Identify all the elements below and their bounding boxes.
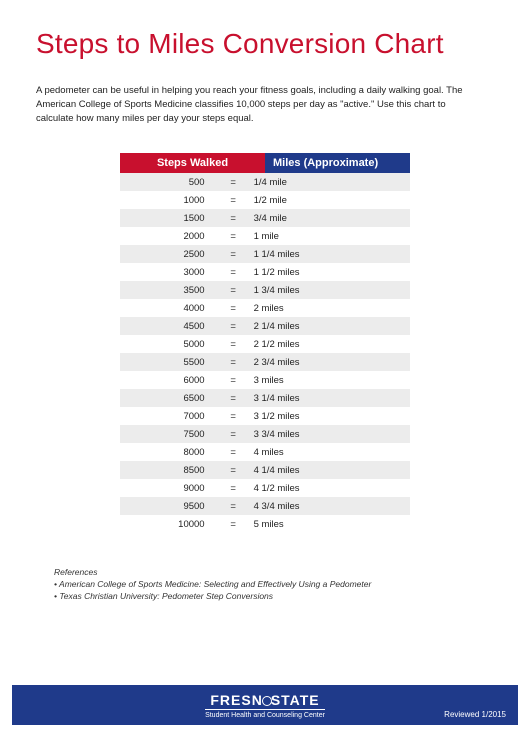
- cell-steps: 1000: [120, 195, 219, 206]
- cell-equals: =: [219, 393, 248, 404]
- cell-miles: 1/2 mile: [248, 195, 410, 206]
- cell-steps: 3000: [120, 267, 219, 278]
- reviewed-date: Reviewed 1/2015: [444, 710, 506, 719]
- cell-steps: 1500: [120, 213, 219, 224]
- table-row: 8000=4 miles: [120, 443, 410, 461]
- cell-equals: =: [219, 483, 248, 494]
- cell-miles: 3 3/4 miles: [248, 429, 410, 440]
- table-row: 10000=5 miles: [120, 515, 410, 533]
- references-title: References: [54, 567, 494, 579]
- cell-miles: 3 1/2 miles: [248, 411, 410, 422]
- intro-text: A pedometer can be useful in helping you…: [36, 84, 476, 125]
- cell-miles: 2 miles: [248, 303, 410, 314]
- table-row: 2500=1 1/4 miles: [120, 245, 410, 263]
- cell-equals: =: [219, 429, 248, 440]
- cell-steps: 7500: [120, 429, 219, 440]
- table-row: 1000=1/2 mile: [120, 191, 410, 209]
- cell-steps: 5000: [120, 339, 219, 350]
- cell-equals: =: [219, 303, 248, 314]
- footer: FRESN STATE Student Health and Counseling…: [0, 685, 530, 725]
- table-row: 5000=2 1/2 miles: [120, 335, 410, 353]
- cell-steps: 2500: [120, 249, 219, 260]
- cell-equals: =: [219, 177, 248, 188]
- cell-equals: =: [219, 465, 248, 476]
- table-row: 6000=3 miles: [120, 371, 410, 389]
- cell-steps: 4500: [120, 321, 219, 332]
- cell-equals: =: [219, 357, 248, 368]
- cell-steps: 6500: [120, 393, 219, 404]
- footer-bar: FRESN STATE Student Health and Counseling…: [12, 685, 518, 725]
- cell-miles: 2 1/2 miles: [248, 339, 410, 350]
- brand-right: STATE: [271, 692, 320, 708]
- cell-miles: 2 1/4 miles: [248, 321, 410, 332]
- cell-equals: =: [219, 501, 248, 512]
- table-row: 2000=1 mile: [120, 227, 410, 245]
- cell-miles: 3 1/4 miles: [248, 393, 410, 404]
- cell-equals: =: [219, 231, 248, 242]
- reference-item: • American College of Sports Medicine: S…: [54, 579, 494, 591]
- table-row: 4000=2 miles: [120, 299, 410, 317]
- cell-equals: =: [219, 339, 248, 350]
- cell-steps: 9000: [120, 483, 219, 494]
- table-row: 9500=4 3/4 miles: [120, 497, 410, 515]
- cell-steps: 8000: [120, 447, 219, 458]
- cell-equals: =: [219, 285, 248, 296]
- conversion-table: Steps Walked Miles (Approximate) 500=1/4…: [120, 153, 410, 533]
- cell-steps: 7000: [120, 411, 219, 422]
- cell-steps: 3500: [120, 285, 219, 296]
- cell-equals: =: [219, 195, 248, 206]
- cell-miles: 3/4 mile: [248, 213, 410, 224]
- table-row: 6500=3 1/4 miles: [120, 389, 410, 407]
- cell-miles: 2 3/4 miles: [248, 357, 410, 368]
- table-row: 4500=2 1/4 miles: [120, 317, 410, 335]
- page-title: Steps to Miles Conversion Chart: [36, 28, 494, 60]
- cell-steps: 9500: [120, 501, 219, 512]
- cell-equals: =: [219, 249, 248, 260]
- table-row: 3000=1 1/2 miles: [120, 263, 410, 281]
- brand-logo: FRESN STATE: [205, 692, 325, 708]
- cell-miles: 1 mile: [248, 231, 410, 242]
- cell-miles: 4 1/2 miles: [248, 483, 410, 494]
- cell-equals: =: [219, 519, 248, 530]
- cell-miles: 4 miles: [248, 447, 410, 458]
- cell-steps: 10000: [120, 519, 219, 530]
- cell-equals: =: [219, 411, 248, 422]
- cell-equals: =: [219, 321, 248, 332]
- cell-equals: =: [219, 267, 248, 278]
- brand-o-icon: [262, 696, 272, 706]
- table-row: 7000=3 1/2 miles: [120, 407, 410, 425]
- cell-steps: 6000: [120, 375, 219, 386]
- subbrand-text: Student Health and Counseling Center: [205, 709, 325, 719]
- cell-miles: 5 miles: [248, 519, 410, 530]
- cell-miles: 1 1/2 miles: [248, 267, 410, 278]
- cell-miles: 1 1/4 miles: [248, 249, 410, 260]
- cell-steps: 500: [120, 177, 219, 188]
- cell-miles: 1 3/4 miles: [248, 285, 410, 296]
- cell-steps: 8500: [120, 465, 219, 476]
- table-row: 9000=4 1/2 miles: [120, 479, 410, 497]
- cell-miles: 3 miles: [248, 375, 410, 386]
- table-row: 5500=2 3/4 miles: [120, 353, 410, 371]
- table-row: 3500=1 3/4 miles: [120, 281, 410, 299]
- table-row: 500=1/4 mile: [120, 173, 410, 191]
- table-body: 500=1/4 mile1000=1/2 mile1500=3/4 mile20…: [120, 173, 410, 533]
- cell-steps: 5500: [120, 357, 219, 368]
- table-row: 7500=3 3/4 miles: [120, 425, 410, 443]
- cell-miles: 4 1/4 miles: [248, 465, 410, 476]
- cell-steps: 4000: [120, 303, 219, 314]
- cell-equals: =: [219, 213, 248, 224]
- cell-equals: =: [219, 375, 248, 386]
- references: References • American College of Sports …: [36, 567, 494, 603]
- header-miles: Miles (Approximate): [265, 153, 410, 173]
- cell-miles: 4 3/4 miles: [248, 501, 410, 512]
- header-steps: Steps Walked: [120, 153, 265, 173]
- cell-steps: 2000: [120, 231, 219, 242]
- table-row: 8500=4 1/4 miles: [120, 461, 410, 479]
- cell-equals: =: [219, 447, 248, 458]
- table-row: 1500=3/4 mile: [120, 209, 410, 227]
- reference-item: • Texas Christian University: Pedometer …: [54, 591, 494, 603]
- brand-left: FRESN: [210, 692, 262, 708]
- table-header: Steps Walked Miles (Approximate): [120, 153, 410, 173]
- cell-miles: 1/4 mile: [248, 177, 410, 188]
